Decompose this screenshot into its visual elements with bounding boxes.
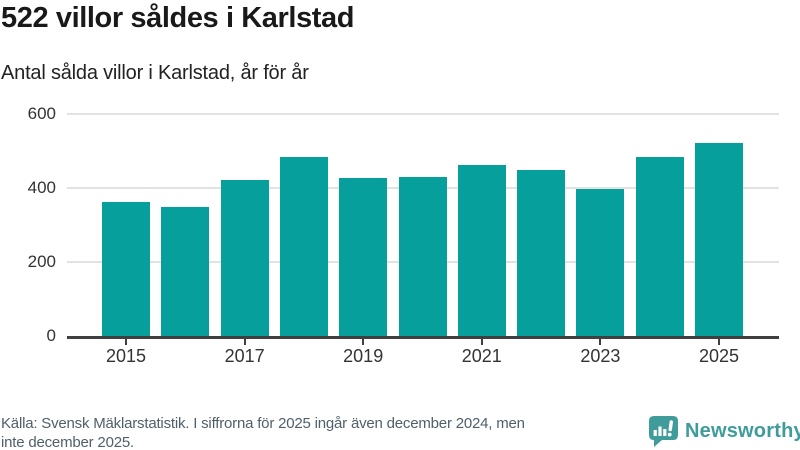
chart-subtitle: Antal sålda villor i Karlstad, år för år xyxy=(1,62,309,84)
chart-title: 522 villor såldes i Karlstad xyxy=(1,2,355,34)
x-axis-label-2017: 2017 xyxy=(224,346,265,366)
bar-2025 xyxy=(695,142,743,336)
x-axis-label-2023: 2023 xyxy=(580,346,621,366)
source-note-line2: inte december 2025. xyxy=(1,434,134,450)
bar-2021 xyxy=(457,165,506,336)
newsworthy-logo-text: Newsworthy xyxy=(685,420,800,442)
bar-2018 xyxy=(279,156,328,336)
bar-2020 xyxy=(398,177,447,336)
x-axis-label-2019: 2019 xyxy=(343,346,384,366)
x-axis-tick-2021 xyxy=(480,338,483,345)
bar-2016 xyxy=(161,207,210,336)
x-axis-tick-2015 xyxy=(125,338,127,345)
newsworthy-logo: Newsworthy xyxy=(649,416,800,447)
y-axis-label-200: 200 xyxy=(27,252,56,271)
bar-2017 xyxy=(220,179,269,336)
bar-2015 xyxy=(102,201,150,336)
x-axis-label-2021: 2021 xyxy=(461,346,502,366)
bar-2024 xyxy=(635,156,684,336)
x-axis-tick-2019 xyxy=(362,338,365,345)
x-axis-label-2015: 2015 xyxy=(105,346,147,366)
x-axis-tick-2017 xyxy=(243,338,246,345)
x-axis-label-2025: 2025 xyxy=(698,346,740,366)
source-note-line1: Källa: Svensk Mäklarstatistik. I siffror… xyxy=(1,415,525,432)
source-note: Källa: Svensk Mäklarstatistik. I siffror… xyxy=(1,414,525,450)
gridline-600 xyxy=(67,113,779,115)
newsworthy-logo-icon xyxy=(649,416,678,447)
y-axis-label-0: 0 xyxy=(46,326,56,345)
y-axis-label-400: 400 xyxy=(27,178,56,197)
x-axis-line xyxy=(67,336,779,339)
y-axis-label-600: 600 xyxy=(27,104,56,123)
bar-2023 xyxy=(576,189,625,336)
x-axis-tick-2023 xyxy=(599,338,602,345)
bar-2022 xyxy=(517,170,566,336)
bar-2019 xyxy=(339,178,388,336)
x-axis-tick-2025 xyxy=(718,338,720,345)
